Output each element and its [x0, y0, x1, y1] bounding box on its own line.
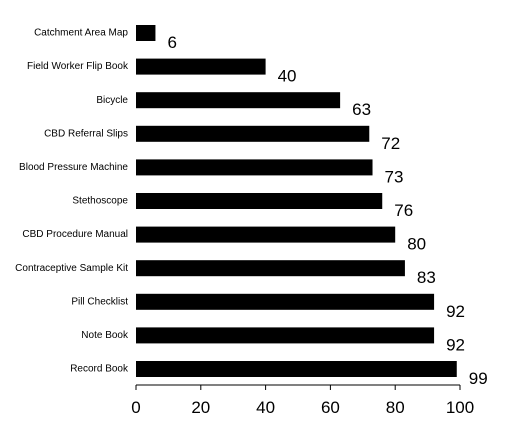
data-label-note-book: 92	[446, 335, 465, 354]
category-label-blood-pressure-machine: Blood Pressure Machine	[19, 162, 128, 173]
bar-cbd-procedure-manual	[136, 226, 396, 243]
x-tick-label-40: 40	[256, 398, 275, 417]
data-label-blood-pressure-machine: 73	[385, 167, 404, 186]
data-label-record-book: 99	[469, 369, 488, 388]
category-label-stethoscope: Stethoscope	[72, 196, 128, 207]
data-label-field-worker-flip-book: 40	[278, 67, 297, 86]
data-label-pill-checklist: 92	[446, 302, 465, 321]
category-label-bicycle: Bicycle	[96, 95, 128, 106]
bar-contraceptive-sample-kit	[136, 260, 405, 277]
data-label-stethoscope: 76	[394, 201, 413, 220]
bar-note-book	[136, 327, 435, 344]
bar-pill-checklist	[136, 293, 435, 310]
data-label-cbd-procedure-manual: 80	[407, 235, 426, 254]
category-label-catchment-area-map: Catchment Area Map	[34, 28, 128, 39]
bar-stethoscope	[136, 193, 383, 209]
x-tick-label-100: 100	[446, 398, 474, 417]
category-label-note-book: Note Book	[81, 330, 129, 341]
bar-cbd-referral-slips	[136, 125, 370, 142]
category-label-cbd-referral-slips: CBD Referral Slips	[44, 128, 128, 139]
bar-catchment-area-map	[136, 25, 156, 41]
category-label-contraceptive-sample-kit: Contraceptive Sample Kit	[15, 263, 128, 274]
data-label-bicycle: 63	[352, 100, 371, 119]
x-tick-label-80: 80	[386, 398, 405, 417]
category-label-record-book: Record Book	[70, 364, 129, 375]
bar-field-worker-flip-book	[136, 58, 266, 75]
bars-group	[136, 25, 457, 377]
x-tick-label-0: 0	[131, 398, 140, 417]
x-tick-label-60: 60	[321, 398, 340, 417]
data-label-cbd-referral-slips: 72	[381, 134, 400, 153]
bar-blood-pressure-machine	[136, 159, 373, 176]
category-label-cbd-procedure-manual: CBD Procedure Manual	[22, 229, 128, 240]
data-label-contraceptive-sample-kit: 83	[417, 268, 436, 287]
category-labels: Catchment Area Map Field Worker Flip Book…	[15, 28, 129, 375]
data-label-catchment-area-map: 6	[167, 33, 176, 52]
bar-record-book	[136, 361, 457, 377]
x-axis-ticks: 0 20 40 60 80 100	[131, 385, 474, 417]
category-label-pill-checklist: Pill Checklist	[71, 296, 128, 307]
x-axis: 0 20 40 60 80 100	[131, 384, 474, 417]
category-label-field-worker-flip-book: Field Worker Flip Book	[27, 61, 129, 72]
bar-bicycle	[136, 92, 341, 109]
x-tick-label-20: 20	[191, 398, 210, 417]
